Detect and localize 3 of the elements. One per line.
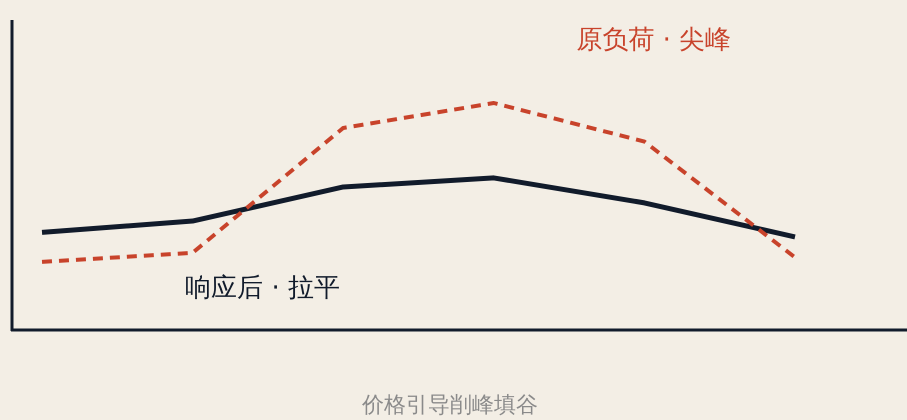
- text: 价格引导削峰填谷: [361, 393, 538, 418]
- series-label: 响应后 · 拉平: [185, 273, 340, 304]
- text: 原负荷 · 尖峰: [576, 25, 732, 55]
